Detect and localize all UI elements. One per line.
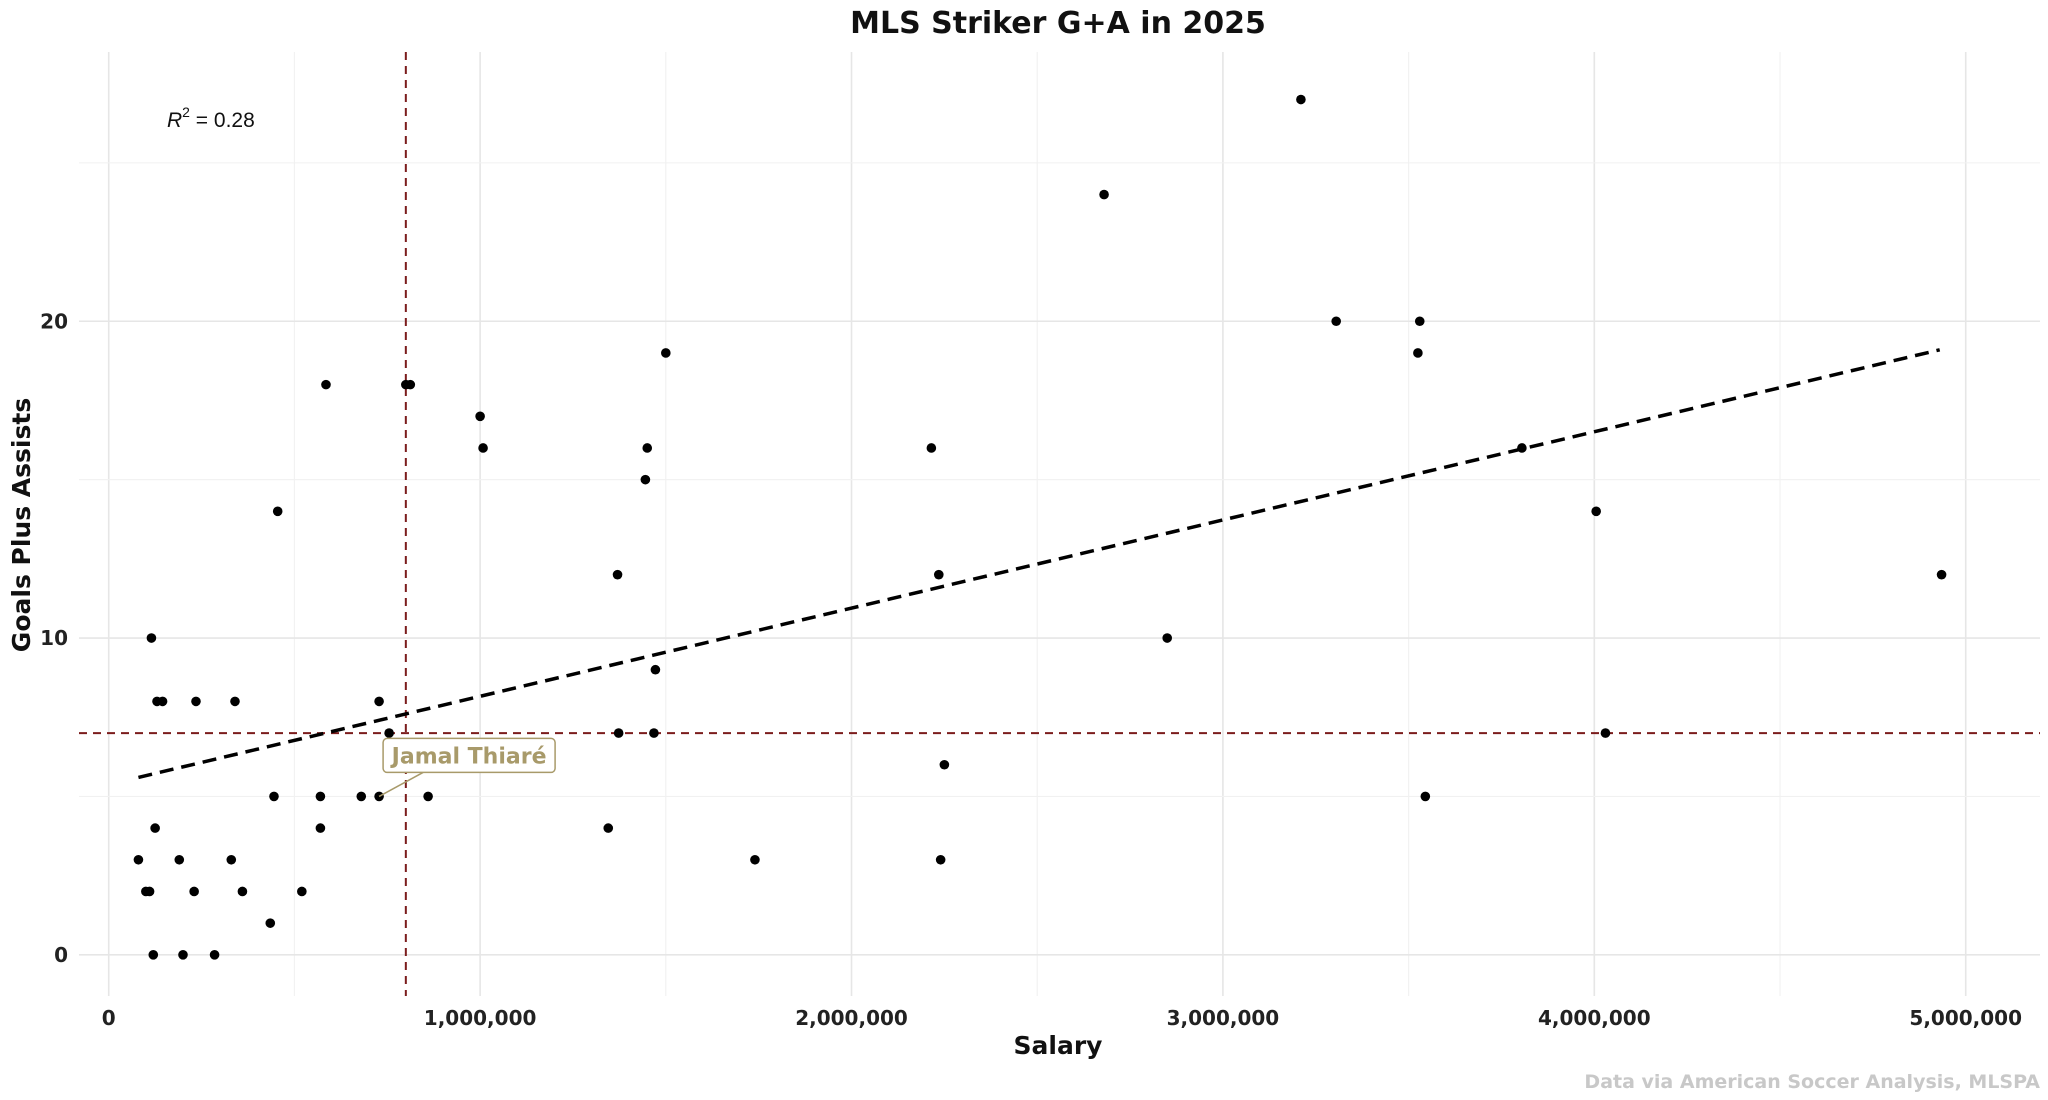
r-squared-label: R2 = 0.28 [167, 104, 255, 132]
data-point [209, 950, 220, 960]
data-point [226, 854, 237, 865]
annotation-leader-line [378, 771, 424, 798]
data-point [374, 696, 384, 707]
data-point [148, 950, 159, 960]
source-caption: Data via American Soccer Analysis, MLSPA [1584, 1071, 2040, 1093]
data-point [146, 633, 157, 643]
data-point [642, 443, 653, 453]
data-point [405, 379, 416, 390]
r-squared-symbol: R [167, 109, 182, 132]
data-point [1517, 443, 1527, 453]
data-point [272, 506, 283, 517]
x-tick-label: 5,000,000 [1909, 1006, 2022, 1030]
data-point [315, 823, 326, 833]
data-point [1591, 506, 1601, 517]
data-point [1099, 189, 1109, 200]
reference-lines [79, 52, 2040, 996]
x-tick-label: 2,000,000 [795, 1006, 908, 1030]
data-point [612, 569, 623, 580]
data-point [478, 443, 488, 453]
data-point [935, 854, 946, 865]
data-point [157, 696, 168, 707]
data-point [650, 664, 661, 675]
data-point [144, 886, 155, 897]
data-point [649, 728, 659, 738]
data-point [189, 886, 199, 897]
data-point [237, 886, 248, 897]
data-point [750, 854, 760, 865]
data-point [423, 791, 433, 802]
x-tick-label: 1,000,000 [424, 1006, 537, 1030]
grid-layer [79, 52, 2040, 996]
data-point [1600, 728, 1611, 738]
data-point [1413, 348, 1423, 358]
trend-line [138, 348, 1941, 780]
data-point [640, 474, 651, 485]
data-point [475, 411, 485, 422]
annotation-box [382, 737, 556, 774]
data-point [1420, 791, 1431, 802]
data-point [1936, 569, 1947, 580]
x-tick-label: 3,000,000 [1167, 1006, 1280, 1030]
data-point [230, 696, 240, 707]
data-point [613, 728, 624, 738]
data-point [933, 569, 944, 580]
y-axis-title: Goals Plus Assists [7, 398, 36, 652]
highlight-annotation: Jamal Thiaré [378, 737, 556, 798]
data-point [1296, 94, 1306, 105]
x-axis-title: Salary [1014, 1031, 1103, 1060]
trend-line-layer [138, 348, 1941, 780]
data-point [384, 728, 394, 738]
r-squared-value: = 0.28 [190, 109, 255, 132]
data-point [133, 854, 144, 865]
data-point [269, 791, 279, 802]
data-point [356, 791, 367, 802]
data-point [1414, 316, 1425, 327]
data-point [1162, 633, 1173, 643]
data-point [150, 823, 160, 833]
y-tick-label: 10 [40, 626, 68, 650]
x-tick-label: 0 [102, 1006, 116, 1030]
data-point [191, 696, 201, 707]
data-point [926, 443, 937, 453]
data-point [1331, 316, 1341, 327]
data-point [297, 886, 307, 897]
data-point [265, 918, 276, 928]
data-point [939, 759, 950, 770]
y-tick-label: 0 [54, 943, 68, 967]
chart-title: MLS Striker G+A in 2025 [850, 6, 1266, 41]
data-point [603, 823, 614, 833]
x-tick-label: 4,000,000 [1538, 1006, 1651, 1030]
data-point [661, 348, 671, 358]
r-squared-exponent: 2 [182, 104, 190, 120]
annotation-label: Jamal Thiaré [390, 744, 547, 769]
data-point [315, 791, 326, 802]
tick-labels: 0 1,000,000 2,000,000 3,000,000 4,000,000 5,0… [40, 309, 2022, 1030]
data-point [321, 379, 331, 390]
y-tick-label: 20 [40, 309, 68, 333]
data-point [174, 854, 185, 865]
data-point [178, 950, 188, 960]
